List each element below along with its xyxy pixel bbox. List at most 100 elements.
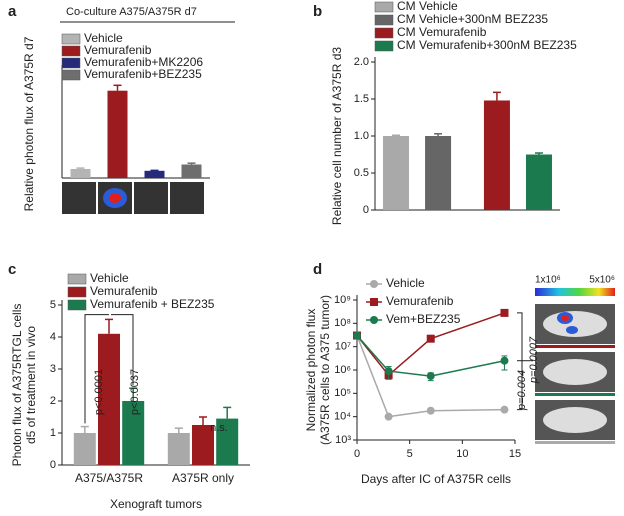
legend-label: CM Vemurafenib [397, 25, 487, 39]
marker [500, 308, 509, 317]
bar [73, 433, 96, 465]
y-tick-label: 10⁸ [334, 317, 351, 329]
annotation: p=0.0007 [528, 336, 540, 384]
legend-label: Vemurafenib+BEZ235 [84, 67, 202, 81]
y-tick-label: 1.0 [354, 130, 369, 142]
y-tick-label: 10⁶ [334, 364, 351, 376]
mouse-images [535, 288, 615, 444]
legend-label: Vemurafenib + BEZ235 [90, 297, 215, 311]
legend-marker [370, 298, 378, 306]
bracket [517, 312, 523, 411]
legend-label: Vemurafenib [84, 43, 152, 57]
legend-label: CM Vehicle+300nM BEZ235 [397, 12, 548, 26]
y-tick-label: 2.0 [354, 56, 369, 68]
y-tick-label: 2 [50, 395, 56, 407]
x-tick-label: A375R only [172, 471, 234, 485]
y-tick-label: 10⁹ [334, 294, 351, 306]
bar [525, 154, 552, 210]
legend-label: CM Vemurafenib+300nM BEZ235 [397, 38, 577, 52]
y-tick-label: 0.5 [354, 167, 369, 179]
x-tick-label: 5 [407, 448, 413, 460]
y-axis-label: Photon flux of A375RTGL cells [10, 304, 24, 467]
legend-label: Vemurafenib+MK2206 [84, 55, 203, 69]
panel-letter: a [8, 3, 17, 20]
legend-swatch [61, 33, 81, 45]
y-axis-label: Relative photon flux of A375R d7 [22, 36, 36, 211]
bar [425, 136, 452, 210]
bar [122, 401, 145, 465]
colorbar-label: 1x10⁶ [535, 275, 561, 286]
y-tick-label: 3 [50, 363, 56, 375]
legend-swatch [61, 57, 81, 69]
legend-label: CM Vehicle [397, 0, 458, 13]
bracket [111, 314, 134, 385]
marker [500, 405, 509, 414]
legend-label: Vehicle [84, 31, 123, 45]
y-tick-label: 0 [363, 204, 369, 216]
well-images [62, 182, 204, 214]
legend-swatch [61, 69, 81, 81]
legend-swatch [61, 45, 81, 57]
bar [483, 100, 510, 210]
x-axis-label: Days after IC of A375R cells [361, 472, 511, 486]
y-tick-label: 10⁴ [334, 411, 351, 423]
bar [107, 90, 128, 178]
legend-label: Vemurafenib [386, 294, 454, 308]
x-tick-label: 15 [509, 448, 521, 460]
marker [384, 412, 393, 421]
legend-swatch [374, 14, 394, 26]
y-tick-label: 10⁷ [335, 341, 351, 353]
legend-swatch [67, 286, 87, 298]
marker [500, 356, 509, 365]
annotation: p<0.0037 [129, 369, 141, 415]
y-tick-label: 10³ [335, 434, 351, 446]
x-tick-label: A375/A375R [75, 471, 143, 485]
bar [70, 169, 91, 178]
annotation: p<0.0001 [93, 369, 105, 415]
series-line [356, 335, 505, 377]
bar [192, 425, 214, 465]
y-tick-label: 5 [50, 299, 56, 311]
x-tick-label: 0 [354, 448, 360, 460]
legend-label: Vem+BEZ235 [386, 312, 461, 326]
y-tick-label: 1.5 [354, 93, 369, 105]
marker [384, 367, 393, 376]
panel-letter: b [313, 3, 322, 20]
legend-marker [370, 280, 378, 288]
annotation: n.s. [210, 422, 228, 434]
legend-label: Vehicle [90, 271, 129, 285]
legend-swatch [374, 27, 394, 39]
bar [216, 418, 239, 465]
chart-title: Co-culture A375/A375R d7 [66, 6, 197, 18]
legend-marker [370, 316, 378, 324]
y-axis-label: Normalized photon flux [304, 309, 318, 432]
series-line [356, 335, 505, 418]
y-axis-label: Relative cell number of A375R d3 [330, 47, 344, 225]
y-tick-label: 0 [50, 459, 56, 471]
marker [353, 331, 361, 340]
y-axis-label: (A375R cells to A375 tumor) [318, 295, 332, 445]
colorbar-label: 5x10⁶ [589, 275, 615, 286]
bar [167, 433, 190, 465]
legend-swatch [67, 273, 87, 285]
legend-swatch [67, 299, 87, 311]
bracket [84, 314, 109, 424]
legend-label: Vehicle [386, 276, 425, 290]
legend-swatch [374, 1, 394, 13]
bar [144, 170, 165, 178]
x-axis-label: Xenograft tumors [110, 497, 202, 511]
legend-label: Vemurafenib [90, 284, 158, 298]
y-axis-label: d5 of treatment in vivo [24, 326, 38, 444]
bar [98, 333, 120, 465]
panel-letter: c [8, 261, 16, 278]
series-line [356, 312, 505, 377]
marker [426, 406, 435, 415]
marker [426, 334, 435, 343]
legend-swatch [374, 40, 394, 52]
y-tick-label: 1 [50, 427, 56, 439]
x-tick-label: 10 [456, 448, 468, 460]
bar [181, 164, 202, 178]
y-tick-label: 4 [50, 331, 56, 343]
marker [426, 372, 435, 381]
y-tick-label: 10⁵ [334, 387, 351, 399]
